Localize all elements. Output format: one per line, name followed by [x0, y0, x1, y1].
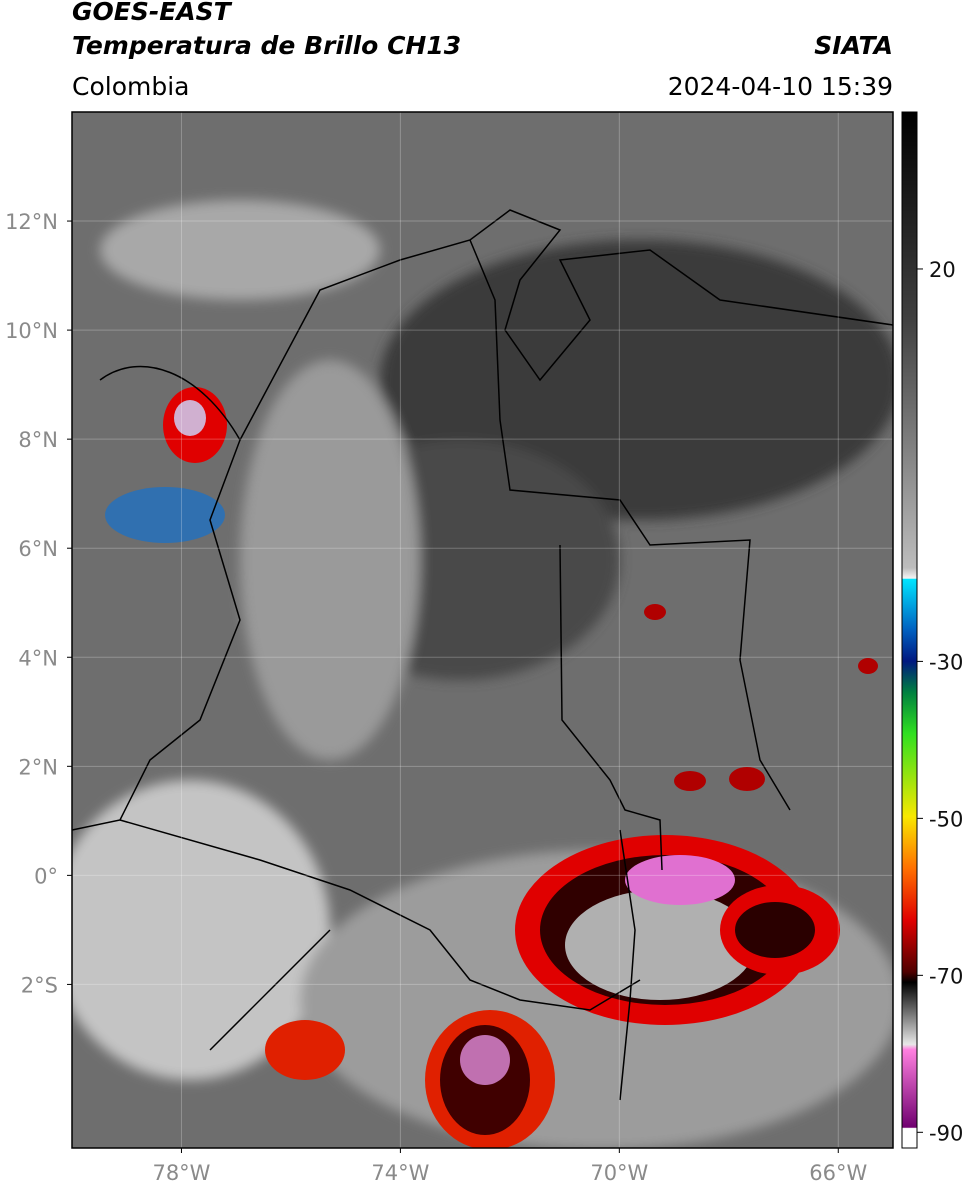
- y-tick-label: 2°N: [18, 755, 58, 779]
- borders: [72, 209, 893, 1101]
- y-tick-label: 10°N: [5, 319, 58, 343]
- colorbar-tick-label: -90: [929, 1121, 963, 1145]
- y-tick-label: 2°S: [21, 973, 58, 997]
- y-tick-label: 4°N: [18, 646, 58, 670]
- product: Temperatura de Brillo CH13: [72, 31, 461, 60]
- colorbar: [901, 111, 918, 1149]
- colorbar-tick-label: -50: [929, 807, 963, 831]
- agency: SIATA: [814, 31, 893, 60]
- x-tick-label: 74°W: [371, 1161, 429, 1185]
- x-tick-label: 78°W: [152, 1161, 210, 1185]
- satellite: GOES-EAST: [72, 0, 233, 26]
- map-frame: [71, 111, 894, 1149]
- colorbar-tick-label: 20: [929, 258, 956, 282]
- x-tick-label: 70°W: [590, 1161, 648, 1185]
- grid: [72, 112, 893, 1148]
- colorbar-tick-label: -70: [929, 964, 963, 988]
- datetime: 2024-04-10 15:39: [668, 72, 893, 101]
- region: Colombia: [72, 72, 189, 101]
- y-tick-label: 0°: [34, 864, 58, 888]
- y-tick-label: 12°N: [5, 210, 58, 234]
- satellite-image: [72, 112, 893, 1148]
- x-tick-label: 66°W: [809, 1161, 867, 1185]
- convective-cells: [105, 387, 878, 1148]
- y-tick-label: 8°N: [18, 428, 58, 452]
- y-tick-label: 6°N: [18, 537, 58, 561]
- colorbar-tick-label: -30: [929, 650, 963, 674]
